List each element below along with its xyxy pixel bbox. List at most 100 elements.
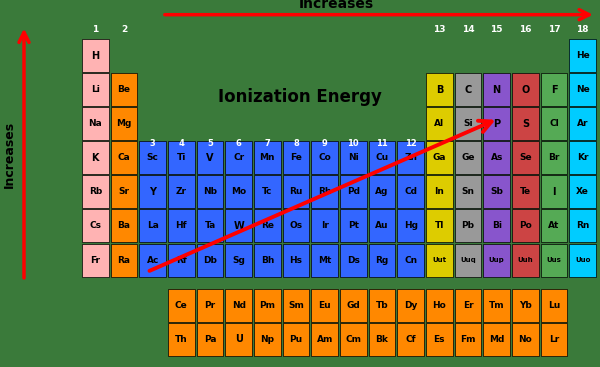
- Text: Cs: Cs: [89, 221, 101, 230]
- Text: Rn: Rn: [576, 221, 589, 230]
- FancyBboxPatch shape: [426, 107, 453, 140]
- FancyBboxPatch shape: [483, 288, 510, 321]
- Text: Mt: Mt: [318, 255, 331, 265]
- Text: Bk: Bk: [376, 335, 388, 344]
- Text: Ta: Ta: [205, 221, 215, 230]
- Text: Tl: Tl: [434, 221, 444, 230]
- FancyBboxPatch shape: [82, 73, 109, 106]
- FancyBboxPatch shape: [254, 244, 281, 277]
- FancyBboxPatch shape: [311, 175, 338, 208]
- FancyBboxPatch shape: [283, 210, 310, 243]
- FancyBboxPatch shape: [368, 288, 395, 321]
- Text: He: He: [576, 51, 590, 60]
- Text: Rg: Rg: [376, 255, 389, 265]
- FancyBboxPatch shape: [426, 323, 453, 356]
- Text: Lu: Lu: [548, 301, 560, 310]
- FancyBboxPatch shape: [455, 175, 481, 208]
- FancyBboxPatch shape: [569, 141, 596, 174]
- FancyBboxPatch shape: [283, 175, 310, 208]
- Text: Nb: Nb: [203, 188, 217, 196]
- Text: 13: 13: [433, 25, 446, 34]
- FancyBboxPatch shape: [512, 73, 539, 106]
- Text: 6: 6: [236, 139, 242, 148]
- FancyBboxPatch shape: [168, 244, 195, 277]
- FancyBboxPatch shape: [139, 244, 166, 277]
- Text: 8: 8: [293, 139, 299, 148]
- Text: Be: Be: [118, 85, 131, 94]
- Text: Li: Li: [91, 85, 100, 94]
- FancyBboxPatch shape: [455, 210, 481, 243]
- Text: 5: 5: [207, 139, 213, 148]
- FancyBboxPatch shape: [569, 73, 596, 106]
- FancyBboxPatch shape: [110, 107, 137, 140]
- FancyBboxPatch shape: [311, 288, 338, 321]
- Text: 15: 15: [490, 25, 503, 34]
- FancyBboxPatch shape: [197, 175, 223, 208]
- Text: Ar: Ar: [577, 119, 589, 128]
- FancyBboxPatch shape: [82, 141, 109, 174]
- FancyBboxPatch shape: [455, 107, 481, 140]
- FancyBboxPatch shape: [368, 323, 395, 356]
- Text: Hf: Hf: [176, 221, 187, 230]
- Text: Sm: Sm: [288, 301, 304, 310]
- Text: Fm: Fm: [460, 335, 476, 344]
- Text: 12: 12: [405, 139, 416, 148]
- FancyBboxPatch shape: [110, 175, 137, 208]
- FancyBboxPatch shape: [483, 73, 510, 106]
- Text: Zn: Zn: [404, 153, 417, 162]
- FancyBboxPatch shape: [340, 244, 367, 277]
- FancyBboxPatch shape: [110, 141, 137, 174]
- FancyBboxPatch shape: [426, 244, 453, 277]
- FancyBboxPatch shape: [197, 141, 223, 174]
- Text: Xe: Xe: [576, 188, 589, 196]
- FancyBboxPatch shape: [483, 141, 510, 174]
- Text: Ba: Ba: [118, 221, 131, 230]
- Text: Sg: Sg: [232, 255, 245, 265]
- FancyBboxPatch shape: [225, 323, 252, 356]
- FancyBboxPatch shape: [283, 141, 310, 174]
- FancyBboxPatch shape: [455, 244, 481, 277]
- FancyBboxPatch shape: [197, 323, 223, 356]
- Text: Tm: Tm: [489, 301, 505, 310]
- Text: Md: Md: [489, 335, 505, 344]
- Text: C: C: [464, 85, 472, 95]
- Text: 11: 11: [376, 139, 388, 148]
- FancyBboxPatch shape: [569, 175, 596, 208]
- FancyBboxPatch shape: [483, 210, 510, 243]
- FancyBboxPatch shape: [455, 73, 481, 106]
- Text: 14: 14: [461, 25, 475, 34]
- Text: 16: 16: [519, 25, 532, 34]
- FancyBboxPatch shape: [455, 141, 481, 174]
- Text: Es: Es: [434, 335, 445, 344]
- FancyBboxPatch shape: [569, 107, 596, 140]
- Text: Ca: Ca: [118, 153, 130, 162]
- FancyBboxPatch shape: [569, 210, 596, 243]
- Text: Rb: Rb: [89, 188, 102, 196]
- FancyBboxPatch shape: [168, 175, 195, 208]
- FancyBboxPatch shape: [225, 210, 252, 243]
- FancyBboxPatch shape: [541, 244, 568, 277]
- Text: Tb: Tb: [376, 301, 388, 310]
- FancyBboxPatch shape: [397, 210, 424, 243]
- Text: Uup: Uup: [489, 257, 505, 263]
- FancyBboxPatch shape: [397, 175, 424, 208]
- FancyBboxPatch shape: [225, 288, 252, 321]
- FancyBboxPatch shape: [426, 288, 453, 321]
- FancyBboxPatch shape: [368, 141, 395, 174]
- Text: Sn: Sn: [461, 188, 475, 196]
- Text: Er: Er: [463, 301, 473, 310]
- FancyBboxPatch shape: [254, 323, 281, 356]
- FancyBboxPatch shape: [512, 175, 539, 208]
- Text: Cr: Cr: [233, 153, 244, 162]
- FancyBboxPatch shape: [82, 175, 109, 208]
- FancyBboxPatch shape: [397, 288, 424, 321]
- Text: As: As: [490, 153, 503, 162]
- FancyBboxPatch shape: [311, 244, 338, 277]
- Text: Al: Al: [434, 119, 445, 128]
- FancyBboxPatch shape: [82, 39, 109, 72]
- Text: Np: Np: [260, 335, 274, 344]
- Text: Pu: Pu: [289, 335, 302, 344]
- Text: La: La: [147, 221, 158, 230]
- FancyBboxPatch shape: [254, 141, 281, 174]
- FancyBboxPatch shape: [254, 288, 281, 321]
